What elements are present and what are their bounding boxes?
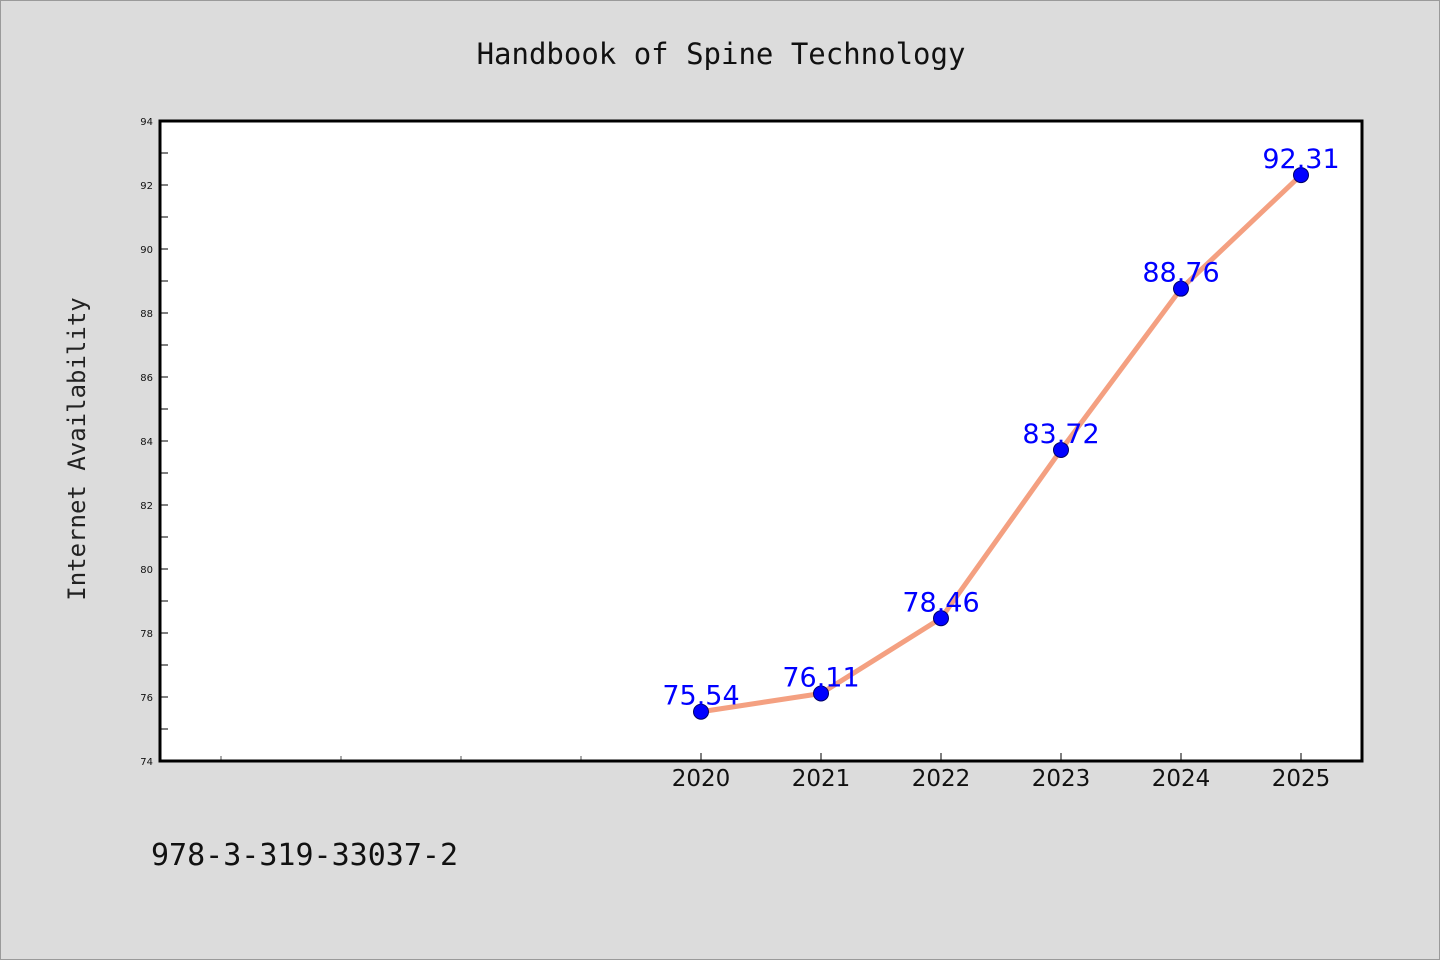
data-point [1053, 441, 1069, 458]
x-tick-label: 2020 [672, 766, 731, 792]
isbn-footer: 978-3-319-33037-2 [151, 838, 458, 873]
data-point [1173, 280, 1189, 297]
data-point [693, 703, 709, 720]
data-label: 88.76 [1142, 258, 1219, 289]
y-tick-label: 82 [140, 501, 153, 512]
series-line [698, 172, 1304, 715]
plot-frame [158, 119, 1364, 763]
data-label: 75.54 [662, 681, 739, 712]
x-tick-label: 2025 [1272, 766, 1331, 792]
y-tick-label: 74 [140, 757, 153, 768]
data-label: 76.11 [782, 662, 859, 693]
y-tick-label: 78 [140, 629, 153, 640]
x-tick-label: 2023 [1032, 766, 1091, 792]
data-point [1293, 167, 1309, 184]
y-tick-labels: 74 76 78 80 82 84 86 88 90 92 94 [140, 117, 153, 768]
y-tick-label: 90 [140, 245, 153, 256]
y-tick-label: 94 [140, 117, 153, 128]
x-tick-label: 2021 [792, 766, 851, 792]
data-markers [693, 167, 1309, 720]
x-tick-label: 2024 [1152, 766, 1211, 792]
chart-title: Handbook of Spine Technology [477, 37, 966, 71]
data-label: 78.46 [902, 587, 979, 618]
y-tick-label: 92 [140, 181, 153, 192]
data-label: 92.31 [1262, 144, 1339, 175]
data-label: 83.72 [1022, 419, 1099, 450]
y-axis-label: Internet Availability [63, 297, 91, 600]
plot-area [160, 121, 1362, 761]
x-tick-labels: 2020 2021 2022 2023 2024 2025 [672, 766, 1331, 792]
y-tick-label: 86 [140, 373, 153, 384]
data-labels: 75.54 76.11 78.46 83.72 88.76 92.31 [662, 144, 1339, 712]
y-tick-label: 76 [140, 693, 153, 704]
data-point [933, 610, 949, 627]
y-tick-label: 80 [140, 565, 153, 576]
x-tick-label: 2022 [912, 766, 971, 792]
data-point [813, 685, 829, 702]
y-tick-label: 84 [140, 437, 153, 448]
y-tick-label: 88 [140, 309, 153, 320]
